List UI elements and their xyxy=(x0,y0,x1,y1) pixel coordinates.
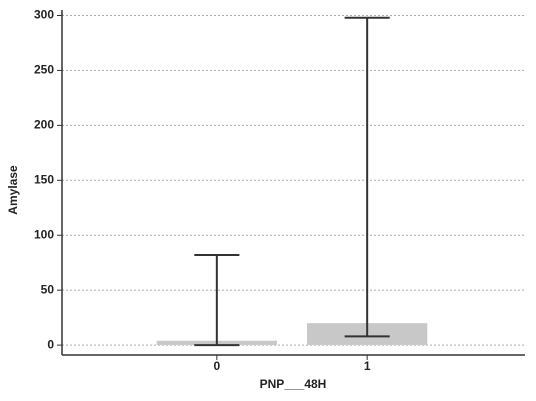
x-tick-label: 0 xyxy=(213,359,220,373)
y-tick-label: 250 xyxy=(34,63,54,77)
x-axis-title: PNP___48H xyxy=(260,377,327,391)
y-tick-label: 100 xyxy=(34,227,54,241)
y-tick-label: 300 xyxy=(34,8,54,22)
y-tick-label: 0 xyxy=(47,337,54,351)
y-tick-label: 50 xyxy=(41,282,55,296)
y-axis-title: Amylase xyxy=(6,165,20,215)
y-tick-label: 200 xyxy=(34,118,54,132)
y-tick-label: 150 xyxy=(34,172,54,186)
x-tick-label: 1 xyxy=(364,359,371,373)
